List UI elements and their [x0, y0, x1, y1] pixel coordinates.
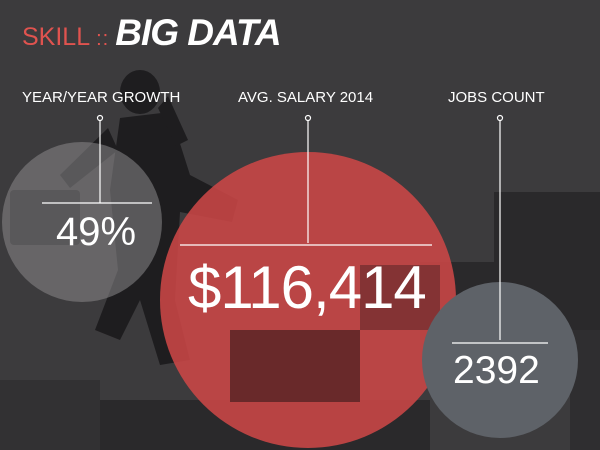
page-title: SKILL :: BIG DATA	[22, 12, 282, 54]
skill-label: SKILL	[22, 23, 91, 51]
pointer-lines	[42, 120, 548, 344]
salary-label: AVG. SALARY 2014	[238, 89, 374, 106]
jobs-circle	[422, 282, 578, 438]
jobs-label: JOBS COUNT	[448, 89, 545, 106]
growth-circle	[2, 142, 162, 302]
topic-title: BIG DATA	[115, 12, 281, 53]
growth-value: 49%	[56, 210, 137, 254]
salary-value: $116,414	[188, 254, 427, 321]
growth-label: YEAR/YEAR GROWTH	[22, 89, 181, 106]
stair-shadow	[360, 265, 440, 330]
stair-block	[0, 380, 100, 450]
stair-shadow	[230, 330, 360, 402]
stair-block	[494, 192, 600, 262]
title-separator: ::	[96, 28, 110, 50]
pointer-dots	[96, 114, 504, 122]
jobs-value: 2392	[453, 349, 540, 392]
